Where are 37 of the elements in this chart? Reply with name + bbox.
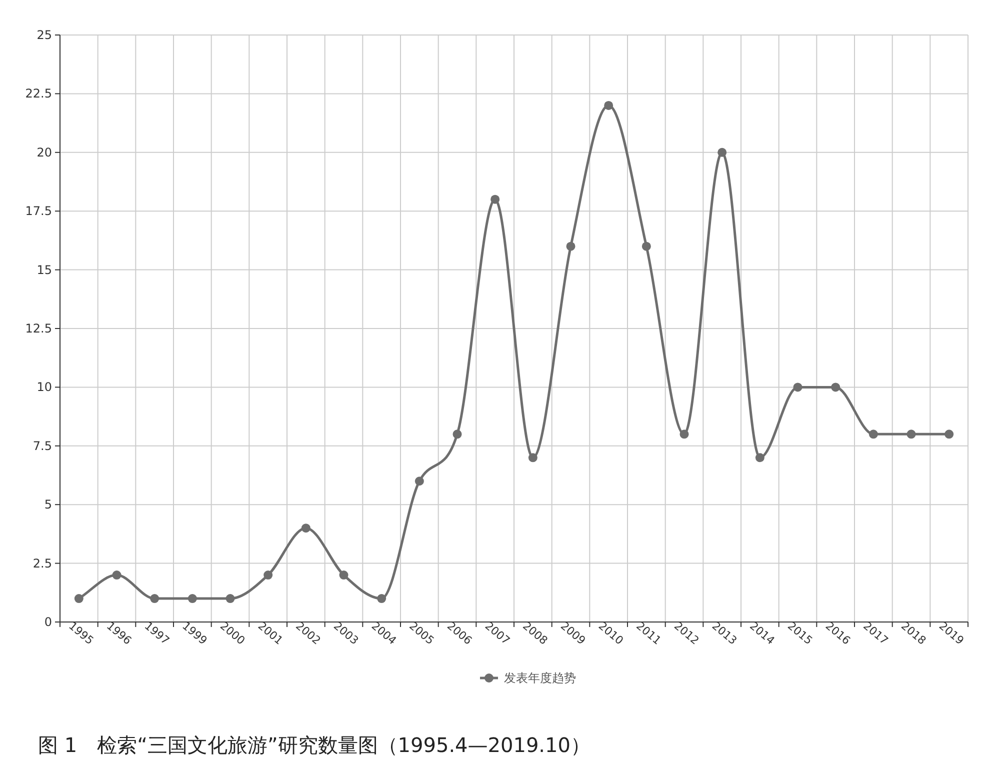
point: [301, 524, 310, 533]
point: [150, 594, 160, 604]
y-tick-label: 2.5: [32, 556, 52, 570]
point: [74, 594, 84, 604]
point: [490, 194, 500, 204]
point: [604, 100, 614, 110]
point: [718, 148, 727, 157]
y-tick-label: 0: [44, 615, 52, 629]
point: [414, 476, 424, 486]
y-tick-label: 5: [44, 498, 52, 512]
legend-label: 发表年度趋势: [504, 671, 576, 685]
point: [566, 242, 576, 251]
point: [112, 570, 122, 580]
y-tick-label: 20: [36, 145, 52, 160]
point: [906, 430, 916, 439]
y-tick-label: 17.5: [25, 204, 52, 218]
point: [226, 594, 235, 604]
point: [642, 242, 651, 251]
y-tick-label: 10: [36, 380, 52, 394]
point: [377, 594, 386, 604]
point: [944, 430, 954, 439]
point: [528, 453, 538, 462]
point: [680, 430, 689, 439]
y-tick-label: 12.5: [25, 322, 52, 336]
point: [264, 570, 273, 580]
y-tick-label: 7.5: [32, 438, 52, 453]
point: [755, 453, 764, 462]
point: [339, 570, 348, 580]
point: [868, 430, 878, 439]
y-tick-label: 25: [36, 28, 52, 42]
y-tick-label: 15: [36, 262, 52, 277]
caption: 图 1 检索“三国文化旅游”研究数量图（1995.4—2019.10）: [38, 733, 590, 757]
point: [188, 594, 197, 604]
point: [452, 430, 462, 439]
point: [831, 382, 840, 392]
point: [793, 382, 802, 392]
y-tick-label: 22.5: [25, 86, 52, 101]
